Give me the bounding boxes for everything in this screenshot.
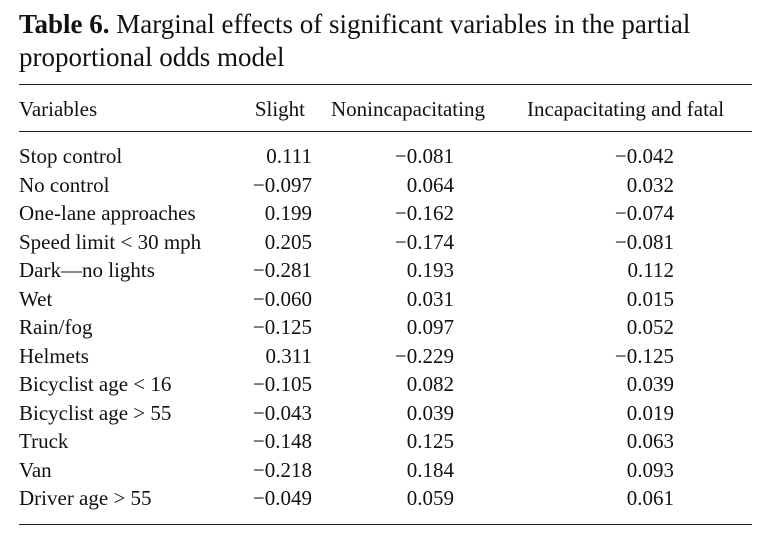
row-slight: −0.105: [252, 372, 312, 396]
row-nonincapacitating: −0.162: [394, 201, 454, 225]
row-variable: Bicyclist age > 55: [19, 401, 172, 425]
header-incapacitating-fatal: Incapacitating and fatal: [527, 97, 725, 121]
row-incapacitating-fatal: 0.032: [626, 173, 674, 197]
row-nonincapacitating: −0.229: [394, 344, 454, 368]
row-slight: 0.111: [266, 144, 312, 168]
row-variable: Speed limit < 30 mph: [19, 230, 202, 254]
row-slight: −0.281: [252, 258, 312, 282]
row-incapacitating-fatal: 0.052: [626, 315, 674, 339]
row-incapacitating-fatal: 0.061: [626, 486, 674, 510]
row-variable: Wet: [19, 287, 53, 311]
row-incapacitating-fatal: −0.042: [614, 144, 674, 168]
row-nonincapacitating: 0.097: [406, 315, 454, 339]
row-incapacitating-fatal: 0.039: [626, 372, 674, 396]
row-nonincapacitating: 0.125: [406, 429, 454, 453]
row-slight: −0.049: [252, 486, 312, 510]
row-nonincapacitating: 0.031: [406, 287, 454, 311]
row-variable: Driver age > 55: [19, 486, 152, 510]
row-nonincapacitating: −0.081: [394, 144, 454, 168]
table-bottom-rule: [19, 524, 752, 525]
row-variable: One-lane approaches: [19, 201, 196, 225]
row-variable: Stop control: [19, 144, 123, 168]
row-slight: 0.199: [264, 201, 312, 225]
header-variables: Variables: [19, 97, 98, 121]
row-slight: −0.060: [252, 287, 312, 311]
row-nonincapacitating: 0.064: [406, 173, 454, 197]
row-incapacitating-fatal: 0.063: [626, 429, 674, 453]
row-incapacitating-fatal: 0.019: [626, 401, 674, 425]
row-nonincapacitating: 0.039: [406, 401, 454, 425]
row-variable: No control: [19, 173, 110, 197]
row-slight: −0.125: [252, 315, 312, 339]
row-nonincapacitating: 0.184: [406, 458, 454, 482]
row-variable: Van: [19, 458, 52, 482]
row-nonincapacitating: −0.174: [394, 230, 454, 254]
table-caption-label: Table 6.: [19, 9, 110, 39]
row-nonincapacitating: 0.059: [406, 486, 454, 510]
row-slight: −0.043: [252, 401, 312, 425]
header-slight: Slight: [254, 97, 305, 121]
table-top-rule: [19, 84, 752, 85]
row-nonincapacitating: 0.082: [406, 372, 454, 396]
row-incapacitating-fatal: 0.015: [626, 287, 674, 311]
header-nonincapacitating: Nonincapacitating: [331, 97, 485, 121]
row-slight: −0.218: [252, 458, 312, 482]
row-slight: −0.097: [252, 173, 312, 197]
row-variable: Bicyclist age < 16: [19, 372, 172, 396]
row-incapacitating-fatal: −0.074: [614, 201, 674, 225]
row-slight: 0.205: [264, 230, 312, 254]
row-incapacitating-fatal: −0.081: [614, 230, 674, 254]
row-variable: Dark—no lights: [19, 258, 155, 282]
row-slight: 0.311: [265, 344, 312, 368]
row-variable: Helmets: [19, 344, 89, 368]
row-slight: −0.148: [252, 429, 312, 453]
row-nonincapacitating: 0.193: [406, 258, 454, 282]
table-caption: Table 6. Marginal effects of significant…: [19, 8, 759, 74]
table-header-rule: [19, 131, 752, 132]
row-variable: Rain/fog: [19, 315, 93, 339]
table-caption-text: Marginal effects of significant variable…: [19, 9, 691, 72]
row-variable: Truck: [19, 429, 69, 453]
row-incapacitating-fatal: −0.125: [614, 344, 674, 368]
row-incapacitating-fatal: 0.093: [626, 458, 674, 482]
row-incapacitating-fatal: 0.112: [627, 258, 674, 282]
